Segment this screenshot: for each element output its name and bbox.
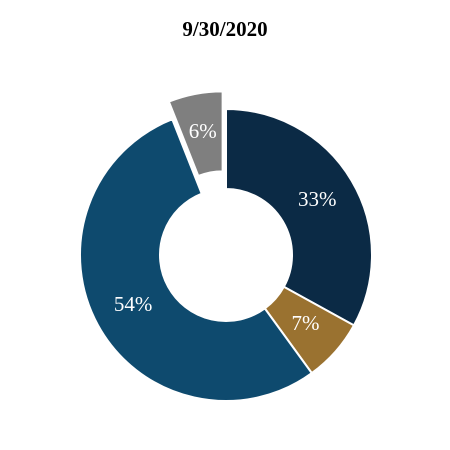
donut-slice [225,107,373,327]
donut-slice [167,90,224,178]
data-label: 33% [298,187,337,211]
donut-slice [79,117,314,402]
data-label: 6% [189,119,217,143]
data-label: 54% [114,292,153,316]
chart-title: 9/30/2020 [182,17,267,41]
data-label: 7% [292,311,320,335]
